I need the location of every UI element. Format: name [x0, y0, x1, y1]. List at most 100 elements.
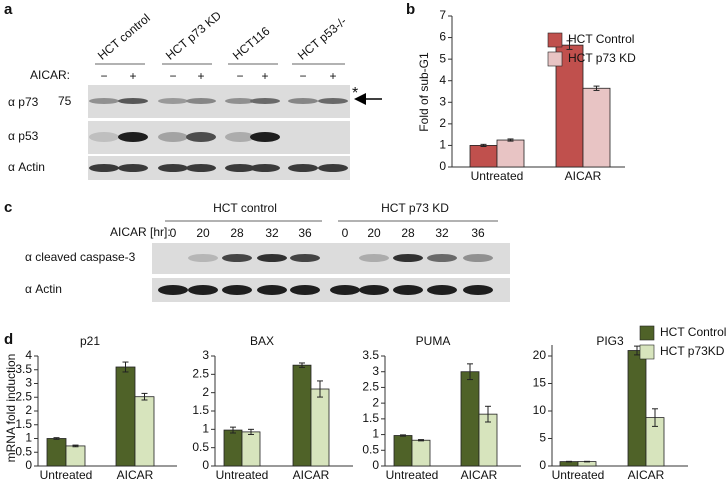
y-tick-label: 3.5 — [362, 348, 379, 362]
error-bar — [400, 434, 406, 437]
y-tick-label: 0 — [439, 159, 446, 173]
y-tick-label: 1.5 — [362, 411, 379, 425]
band — [158, 285, 188, 295]
legend-swatch — [547, 32, 563, 48]
group-label: HCT control — [213, 201, 277, 215]
error-bar — [299, 362, 305, 368]
panel-label: c — [4, 199, 12, 216]
chart-title: PIG3 — [596, 334, 624, 348]
band — [188, 285, 218, 295]
band — [158, 98, 188, 104]
legend-label: HCT Control — [660, 325, 726, 339]
legend-swatch — [639, 344, 655, 360]
band — [118, 132, 148, 142]
y-tick-label: 3 — [25, 376, 32, 390]
y-tick-label: 1 — [25, 431, 32, 445]
y-tick-label: 2 — [202, 385, 209, 399]
y-tick-label: 2.5 — [362, 380, 379, 394]
y-tick-label: 0 — [372, 458, 379, 472]
x-tick-label: AICAR — [293, 468, 330, 481]
y-tick-label: 3 — [202, 348, 209, 362]
error-bar — [593, 85, 600, 91]
time-label: 36 — [298, 226, 312, 240]
bar — [65, 445, 86, 467]
band — [250, 132, 280, 142]
bar — [469, 145, 498, 168]
bar — [292, 364, 312, 467]
error-bar — [566, 40, 573, 50]
x-tick-label: Untreated — [552, 468, 605, 481]
y-tick-label: 0 — [202, 458, 209, 472]
band — [290, 254, 320, 262]
y-tick-label: 1 — [202, 422, 209, 436]
error-bar — [418, 439, 424, 442]
x-tick-label: AICAR — [628, 468, 665, 481]
band — [463, 254, 493, 262]
band — [427, 285, 457, 295]
band — [359, 285, 389, 295]
y-tick-label: 3 — [439, 94, 446, 108]
bar — [241, 431, 261, 467]
x-tick-label: Untreated — [216, 468, 269, 481]
y-tick-label: 1 — [439, 138, 446, 152]
time-label: 0 — [342, 226, 349, 240]
band — [257, 254, 287, 262]
band — [186, 164, 216, 172]
y-tick-label: 6 — [439, 30, 446, 44]
band — [318, 98, 348, 104]
y-tick-label: 0 — [539, 458, 546, 472]
band — [118, 98, 148, 104]
band — [222, 254, 252, 262]
blot-label: α p73 — [8, 95, 39, 109]
x-tick-label: AICAR — [565, 169, 602, 183]
time-label: 32 — [435, 226, 449, 240]
y-tick-label: 0.5 — [15, 444, 32, 458]
error-bar — [480, 143, 487, 148]
sign: − — [169, 69, 176, 83]
sign: − — [299, 69, 306, 83]
group-label: HCT p73 KD — [381, 201, 449, 215]
bar — [310, 388, 330, 467]
sign: + — [197, 69, 204, 83]
panel-label: d — [4, 331, 13, 348]
band — [89, 164, 119, 172]
panel-label: b — [406, 1, 415, 18]
marker-label: 75 — [58, 94, 72, 108]
lane-header: HCT control — [95, 11, 153, 63]
sign: + — [261, 69, 268, 83]
sign: − — [100, 69, 107, 83]
band — [89, 98, 119, 104]
time-label: 20 — [196, 226, 210, 240]
band — [158, 132, 188, 142]
error-bar — [141, 392, 148, 401]
y-axis-label: Fold of sub-G1 — [417, 52, 431, 132]
error-bar — [72, 444, 79, 448]
error-bar — [248, 428, 254, 435]
y-axis-label: mRNA fold induction — [4, 354, 18, 463]
error-bar — [485, 405, 491, 423]
band — [393, 285, 423, 295]
error-bar — [467, 363, 473, 381]
bar — [496, 139, 525, 168]
bar — [460, 371, 480, 467]
y-tick-label: 3.5 — [15, 362, 32, 376]
chart-title: BAX — [250, 334, 274, 348]
y-tick-label: 4 — [439, 73, 446, 87]
y-tick-label: 2 — [439, 116, 446, 130]
error-bar — [122, 361, 129, 373]
y-tick-label: 1 — [372, 427, 379, 441]
bar — [411, 439, 431, 467]
band — [250, 98, 280, 104]
error-bar — [634, 345, 640, 356]
y-tick-label: 2 — [372, 395, 379, 409]
band — [186, 132, 216, 142]
band — [89, 132, 119, 142]
bar — [115, 366, 136, 467]
time-label: 20 — [367, 226, 381, 240]
y-tick-label: 5 — [439, 51, 446, 65]
time-label: 32 — [265, 226, 279, 240]
band — [158, 164, 188, 172]
band — [118, 164, 148, 172]
bar — [582, 87, 611, 168]
